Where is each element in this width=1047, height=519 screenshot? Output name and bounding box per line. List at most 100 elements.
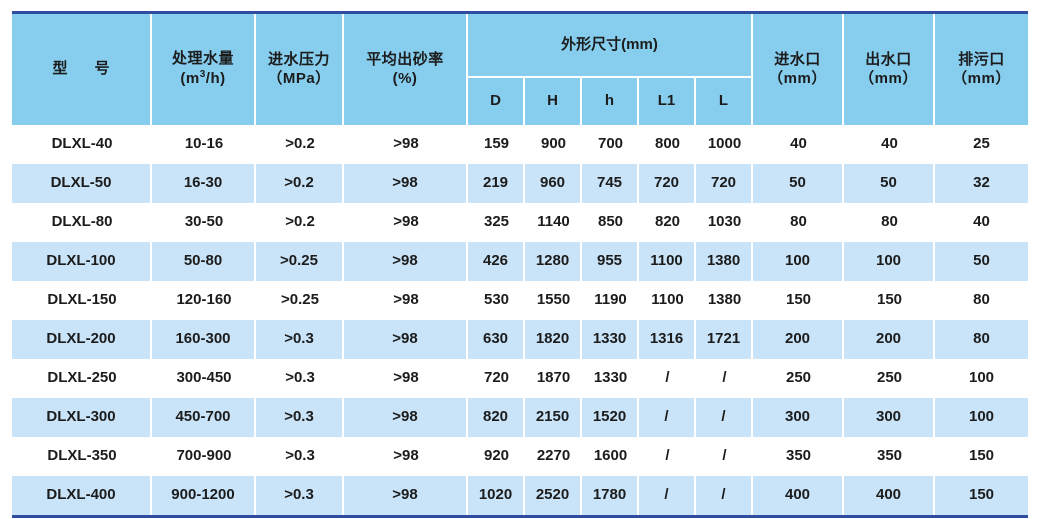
column-header-drain-label: 排污口: [958, 50, 1005, 68]
column-header-pressure-unit: （MPa）: [267, 69, 331, 87]
cell-pressure: >0.3: [256, 398, 344, 437]
cell-dim-l: /: [696, 398, 753, 437]
cell-dim-h: 955: [582, 242, 639, 281]
cell-dim-h: 1330: [582, 359, 639, 398]
cell-sand-rate: >98: [344, 398, 468, 437]
cell-pressure: >0.25: [256, 281, 344, 320]
cell-dim-d: 1020: [468, 476, 525, 515]
cell-dim-H: 1820: [525, 320, 582, 359]
cell-sand-rate: >98: [344, 281, 468, 320]
cell-pressure: >0.3: [256, 320, 344, 359]
cell-model: DLXL-250: [12, 359, 152, 398]
header-row-dimensions: D H h L1 L: [12, 78, 1028, 125]
column-header-inlet-unit: （mm）: [768, 69, 827, 87]
cell-pressure: >0.2: [256, 203, 344, 242]
cell-outlet: 300: [844, 398, 935, 437]
cell-dim-H: 1870: [525, 359, 582, 398]
cell-dim-l1: 1100: [639, 242, 696, 281]
cell-dim-d: 720: [468, 359, 525, 398]
cell-dim-H: 1280: [525, 242, 582, 281]
column-header-capacity-unit: (m3/h): [180, 69, 226, 87]
cell-sand-rate: >98: [344, 242, 468, 281]
column-header-dim-l1: L1: [639, 78, 696, 125]
cell-model: DLXL-400: [12, 476, 152, 515]
cell-outlet: 350: [844, 437, 935, 476]
spec-table-container: 型 号 处理水量 (m3/h) 进水压力 （MPa） 平均出砂率 (%) 外形尺…: [12, 11, 1028, 518]
cell-dim-l1: 1316: [639, 320, 696, 359]
cell-dim-l1: 720: [639, 164, 696, 203]
cell-capacity: 450-700: [152, 398, 256, 437]
column-header-pressure-label: 进水压力: [267, 50, 330, 68]
table-header: 型 号 处理水量 (m3/h) 进水压力 （MPa） 平均出砂率 (%) 外形尺…: [12, 14, 1028, 125]
cell-drain: 150: [935, 437, 1028, 476]
specification-table: 型 号 处理水量 (m3/h) 进水压力 （MPa） 平均出砂率 (%) 外形尺…: [12, 14, 1028, 515]
cell-pressure: >0.2: [256, 164, 344, 203]
table-row: DLXL-50 16-30 >0.2 >98 219 960 745 720 720 50 50 32: [12, 164, 1028, 203]
cell-inlet: 350: [753, 437, 844, 476]
cell-dim-H: 1550: [525, 281, 582, 320]
cell-pressure: >0.3: [256, 359, 344, 398]
cell-inlet: 250: [753, 359, 844, 398]
cell-drain: 150: [935, 476, 1028, 515]
column-header-sand-rate: 平均出砂率 (%): [344, 14, 468, 125]
cell-model: DLXL-200: [12, 320, 152, 359]
cell-dim-d: 325: [468, 203, 525, 242]
cell-drain: 25: [935, 125, 1028, 164]
cell-sand-rate: >98: [344, 164, 468, 203]
cell-dim-l: 720: [696, 164, 753, 203]
cell-drain: 100: [935, 359, 1028, 398]
cell-sand-rate: >98: [344, 437, 468, 476]
cell-dim-H: 960: [525, 164, 582, 203]
cell-outlet: 150: [844, 281, 935, 320]
cell-dim-H: 900: [525, 125, 582, 164]
cell-dim-l: /: [696, 359, 753, 398]
table-row: DLXL-300 450-700 >0.3 >98 820 2150 1520//300 30…: [12, 398, 1028, 437]
cell-drain: 50: [935, 242, 1028, 281]
column-header-dim-h: h: [582, 78, 639, 125]
table-row: DLXL-80 30-50 >0.2 >98 325 1140 850 820 1030 80 80…: [12, 203, 1028, 242]
cell-inlet: 300: [753, 398, 844, 437]
column-header-model-label: 型 号: [52, 60, 116, 78]
cell-dim-h: 850: [582, 203, 639, 242]
cell-pressure: >0.25: [256, 242, 344, 281]
column-header-drain-unit: （mm）: [952, 69, 1011, 87]
column-header-capacity: 处理水量 (m3/h): [152, 14, 256, 125]
cell-capacity: 50-80: [152, 242, 256, 281]
cell-dim-H: 1140: [525, 203, 582, 242]
cell-dim-l1: 820: [639, 203, 696, 242]
table-row: DLXL-40 10-16 >0.2 >98 159 900 700 800 1000 40 40 2…: [12, 125, 1028, 164]
cell-dim-l1: /: [639, 359, 696, 398]
cell-dim-l: /: [696, 437, 753, 476]
table-row: DLXL-150 120-160 >0.25 >98 530 1550 1190 1100 13…: [12, 281, 1028, 320]
column-header-sand-rate-unit: (%): [392, 69, 418, 87]
cell-model: DLXL-80: [12, 203, 152, 242]
cell-sand-rate: >98: [344, 359, 468, 398]
cell-dim-l: 1380: [696, 281, 753, 320]
cell-dim-l1: /: [639, 398, 696, 437]
cell-dim-d: 920: [468, 437, 525, 476]
cell-dim-l1: /: [639, 476, 696, 515]
cell-inlet: 50: [753, 164, 844, 203]
cell-inlet: 150: [753, 281, 844, 320]
cell-drain: 80: [935, 281, 1028, 320]
cell-dim-l: 1721: [696, 320, 753, 359]
column-header-dimensions-group: 外形尺寸(mm): [468, 14, 753, 78]
cell-capacity: 900-1200: [152, 476, 256, 515]
cell-dim-h: 700: [582, 125, 639, 164]
table-row: DLXL-200 160-300 >0.3 >98 630 1820 1330 1316 172…: [12, 320, 1028, 359]
cell-dim-h: 1190: [582, 281, 639, 320]
cell-pressure: >0.3: [256, 476, 344, 515]
cell-model: DLXL-100: [12, 242, 152, 281]
table-row: DLXL-400 900-1200 >0.3 >98 1020 2520 1780//400…: [12, 476, 1028, 515]
cell-dim-l: /: [696, 476, 753, 515]
cell-dim-d: 630: [468, 320, 525, 359]
cell-capacity: 10-16: [152, 125, 256, 164]
column-header-outlet-label: 出水口: [865, 50, 912, 68]
cell-outlet: 200: [844, 320, 935, 359]
cell-model: DLXL-350: [12, 437, 152, 476]
cell-dim-h: 1600: [582, 437, 639, 476]
cell-dim-h: 1520: [582, 398, 639, 437]
column-header-sand-rate-label: 平均出砂率: [366, 50, 444, 68]
cell-dim-h: 1780: [582, 476, 639, 515]
cell-dim-d: 820: [468, 398, 525, 437]
